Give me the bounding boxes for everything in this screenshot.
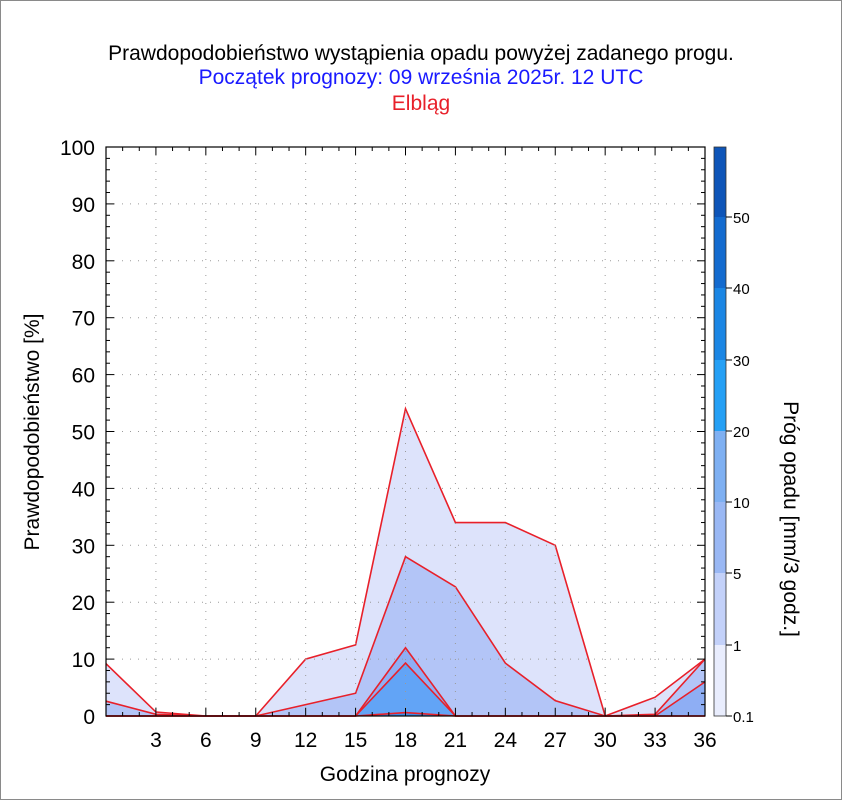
- x-tick-label: 9: [250, 729, 262, 752]
- y-tick-label: 90: [72, 194, 95, 217]
- y-tick-label: 50: [72, 422, 95, 445]
- colorbar-segment: [714, 573, 726, 645]
- y-tick-label: 10: [72, 649, 95, 672]
- colorbar-title: Próg opadu [mm/3 godz.]: [779, 401, 802, 637]
- chart-location: Elbląg: [391, 92, 451, 115]
- x-tick-label: 33: [643, 729, 666, 752]
- colorbar-segment: [714, 645, 726, 716]
- colorbar-label: 50: [733, 210, 750, 227]
- y-tick-label: 0: [83, 706, 95, 729]
- y-tick-label: 30: [72, 535, 95, 558]
- area-layers: [105, 147, 706, 718]
- colorbar: 0.1 1 5 10 20 30 40 50: [713, 146, 754, 726]
- colorbar-label: 1: [733, 638, 741, 655]
- colorbar-segment: [714, 502, 726, 573]
- colorbar-segment: [714, 360, 726, 431]
- x-tick-label: 21: [444, 729, 467, 752]
- colorbar-segment: [714, 288, 726, 360]
- y-tick-label: 80: [72, 251, 95, 274]
- colorbar-segment: [714, 147, 726, 217]
- area-series-1: [106, 556, 705, 716]
- colorbar-label: 10: [733, 495, 750, 512]
- colorbar-segment: [714, 431, 726, 502]
- x-tick-label: 18: [394, 729, 417, 752]
- x-tick-label: 24: [494, 729, 518, 752]
- area-series-10: [106, 663, 705, 716]
- y-tick-label: 40: [72, 478, 95, 501]
- colorbar-label: 40: [733, 281, 750, 298]
- axes: 3 6 9 12 15 18 21 24 27 30 33 360102030405060708090…: [60, 137, 717, 752]
- colorbar-label: 30: [733, 353, 750, 370]
- x-tick-label: 12: [294, 729, 317, 752]
- chart-title: Prawdopodobieństwo wystąpienia opadu pow…: [108, 42, 734, 65]
- colorbar-segment: [714, 217, 726, 288]
- colorbar-label: 5: [733, 566, 741, 583]
- x-tick-label: 3: [150, 729, 162, 752]
- y-tick-label: 20: [72, 592, 95, 615]
- x-tick-label: 6: [200, 729, 212, 752]
- chart-subtitle: Początek prognozy: 09 września 2025r. 12…: [198, 66, 644, 89]
- x-tick-label: 36: [693, 729, 716, 752]
- colorbar-label: 0.1: [733, 709, 754, 726]
- x-axis-title: Godzina prognozy: [320, 763, 491, 786]
- colorbar-label: 20: [733, 424, 750, 441]
- y-tick-label: 100: [60, 137, 95, 160]
- y-axis-title: Prawdopodobieństwo [%]: [21, 314, 44, 551]
- y-tick-label: 60: [72, 365, 95, 388]
- x-tick-label: 15: [344, 729, 367, 752]
- x-tick-label: 30: [593, 729, 616, 752]
- y-tick-label: 70: [72, 308, 95, 331]
- x-tick-label: 27: [544, 729, 567, 752]
